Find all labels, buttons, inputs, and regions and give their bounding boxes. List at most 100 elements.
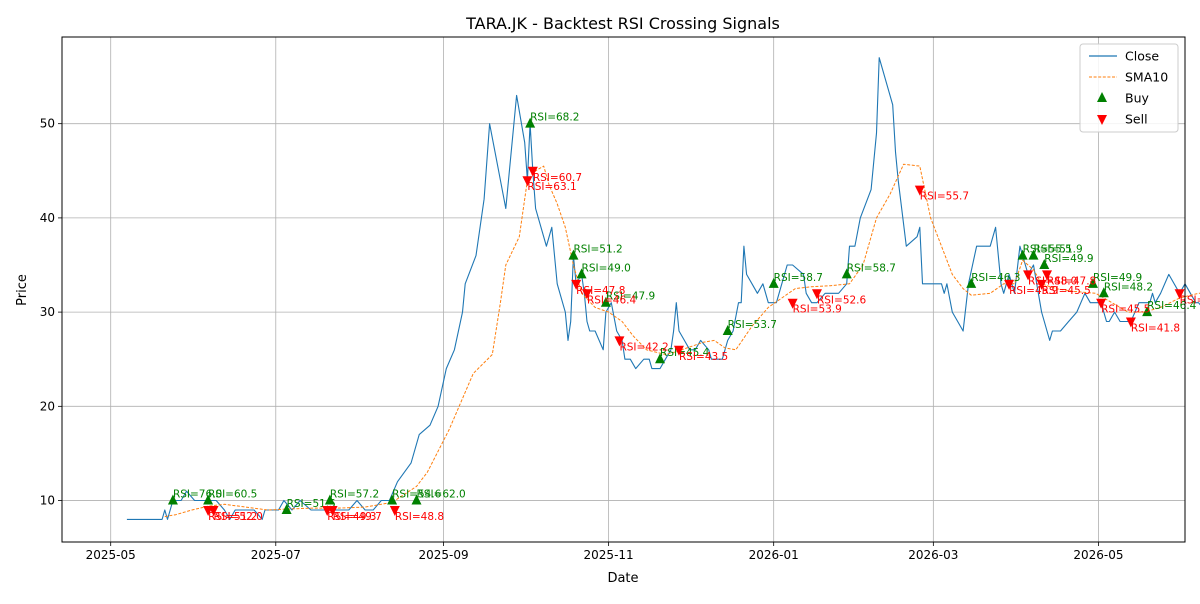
tick-layer: 2025-05 2025-07 2025-09 2025-11 2026-01 2026-… <box>40 117 1124 562</box>
sell-signal-label: RSI=60.7 <box>533 172 582 184</box>
buy-signal-marker <box>568 249 579 260</box>
sell-signal-marker <box>1023 270 1034 281</box>
buy-signal-label: RSI=54.6 <box>392 489 442 501</box>
legend-box <box>1079 43 1179 133</box>
sell-signal-label: RSI=46.4 <box>587 294 637 306</box>
legend-sell-swatch <box>1097 115 1107 125</box>
plot-frame <box>61 36 1186 543</box>
sell-signal-marker <box>571 279 582 290</box>
buy-signal-marker <box>387 494 398 505</box>
sell-signal-label: RSI=52.6 <box>817 294 867 306</box>
sell-signal-label: RSI=49.7 <box>333 511 382 523</box>
x-tick-label: 2026-01 <box>749 548 799 562</box>
buy-signal-label: RSI=51.9 <box>1033 244 1082 256</box>
sell-signal-label: RSI=51.3 <box>1180 294 1200 306</box>
sell-signal-marker <box>1174 289 1185 300</box>
sell-signal-marker <box>389 505 400 516</box>
buy-signal-marker <box>768 277 779 288</box>
sell-signal-marker <box>208 505 219 516</box>
buy-signal-label: RSI=53.7 <box>728 319 777 331</box>
buy-signal-label: RSI=68.2 <box>530 112 579 124</box>
sell-signal-marker <box>787 298 798 309</box>
sell-signal-label: RSI=48.8 <box>395 511 444 523</box>
buy-signal-marker <box>1028 249 1039 260</box>
sell-signal-label: RSI=45.5 <box>1042 285 1091 297</box>
buy-signal-label: RSI=46.4 <box>1147 300 1197 312</box>
sell-signal-marker <box>1096 298 1107 309</box>
x-tick-label: 2025-07 <box>251 548 301 562</box>
x-tick-label: 2025-11 <box>584 548 634 562</box>
legend-label: Sell <box>1125 112 1148 127</box>
sell-signal-marker <box>1036 279 1047 290</box>
sell-signal-marker <box>1004 279 1015 290</box>
y-tick-label: 30 <box>40 305 55 319</box>
buy-signal-label: RSI=62.0 <box>416 489 465 501</box>
buy-signal-label: RSI=47.9 <box>606 291 655 303</box>
buy-signal-label: RSI=57.2 <box>330 489 379 501</box>
buy-signal-marker <box>1087 277 1098 288</box>
sell-signal-marker <box>1125 317 1136 328</box>
buy-signal-marker <box>1017 249 1028 260</box>
buy-signal-label: RSI=60.5 <box>208 489 257 501</box>
sell-signal-marker <box>811 289 822 300</box>
x-axis-label: Date <box>607 571 638 586</box>
sell-signal-label: RSI=55.7 <box>920 191 969 203</box>
y-tick-label: 20 <box>40 399 55 413</box>
sell-signal-marker <box>1041 270 1052 281</box>
buy-signal-label: RSI=58.7 <box>847 262 896 274</box>
buy-signal-marker <box>1142 306 1153 317</box>
close-price-line <box>126 57 1200 520</box>
sell-signal-marker <box>673 345 684 356</box>
buy-signal-marker <box>841 268 852 279</box>
sell-signal-marker <box>614 336 625 347</box>
sell-signal-label: RSI=51.2 <box>208 511 257 523</box>
buy-signal-marker <box>655 353 666 364</box>
buy-signal-label: RSI=48.2 <box>1104 281 1153 293</box>
buy-signal-label: RSI=51.2 <box>573 244 622 256</box>
legend-label: Buy <box>1125 91 1149 106</box>
buy-signal-marker <box>576 268 587 279</box>
series-layer <box>126 57 1200 520</box>
sell-signal-label: RSI=49.3 <box>327 511 376 523</box>
legend-buy-swatch <box>1097 92 1107 102</box>
x-tick-label: 2025-09 <box>418 548 468 562</box>
sell-signal-label: RSI=45.5 <box>1101 304 1150 316</box>
sell-signal-label: RSI=53.9 <box>793 304 842 316</box>
chart-title: TARA.JK - Backtest RSI Crossing Signals <box>465 14 780 33</box>
buy-signal-marker <box>722 324 733 335</box>
buy-signal-label: RSI=45.4 <box>660 347 710 359</box>
legend-label: Close <box>1125 49 1159 64</box>
legend-label: SMA10 <box>1125 70 1168 85</box>
sell-signal-label: RSI=45.9 <box>1009 285 1058 297</box>
sell-signal-label: RSI=52.0 <box>214 511 263 523</box>
buy-signal-marker <box>600 296 611 307</box>
sell-signal-label: RSI=41.8 <box>1131 323 1180 335</box>
buy-signal-label: RSI=58.7 <box>774 272 823 284</box>
sell-signal-marker <box>527 166 538 177</box>
buy-signal-label: RSI=49.9 <box>1044 253 1093 265</box>
buy-signal-marker <box>411 494 422 505</box>
buy-signal-label: RSI=49.9 <box>1093 272 1142 284</box>
sell-signal-marker <box>581 289 592 300</box>
sell-signal-label: RSI=63.1 <box>527 181 576 193</box>
y-tick-label: 40 <box>40 211 55 225</box>
grid-layer <box>62 37 1185 542</box>
y-tick-label: 10 <box>40 494 55 508</box>
buy-signal-marker <box>281 503 292 514</box>
buy-signal-label: RSI=46.3 <box>971 272 1020 284</box>
buy-signal-label: RSI=49.0 <box>582 262 631 274</box>
x-tick-label: 2026-05 <box>1073 548 1123 562</box>
sell-signal-marker <box>914 185 925 196</box>
sma10-line <box>164 163 1200 518</box>
buy-signal-label: RSI=76.0 <box>173 489 222 501</box>
x-tick-label: 2025-05 <box>86 548 136 562</box>
buy-signal-marker <box>525 117 536 128</box>
buy-signal-marker <box>966 277 977 288</box>
sell-signal-label: RSI=43.5 <box>679 351 728 363</box>
sell-signal-label: RSI=42.2 <box>619 341 668 353</box>
buy-signal-marker <box>167 494 178 505</box>
sell-signal-marker <box>327 505 338 516</box>
